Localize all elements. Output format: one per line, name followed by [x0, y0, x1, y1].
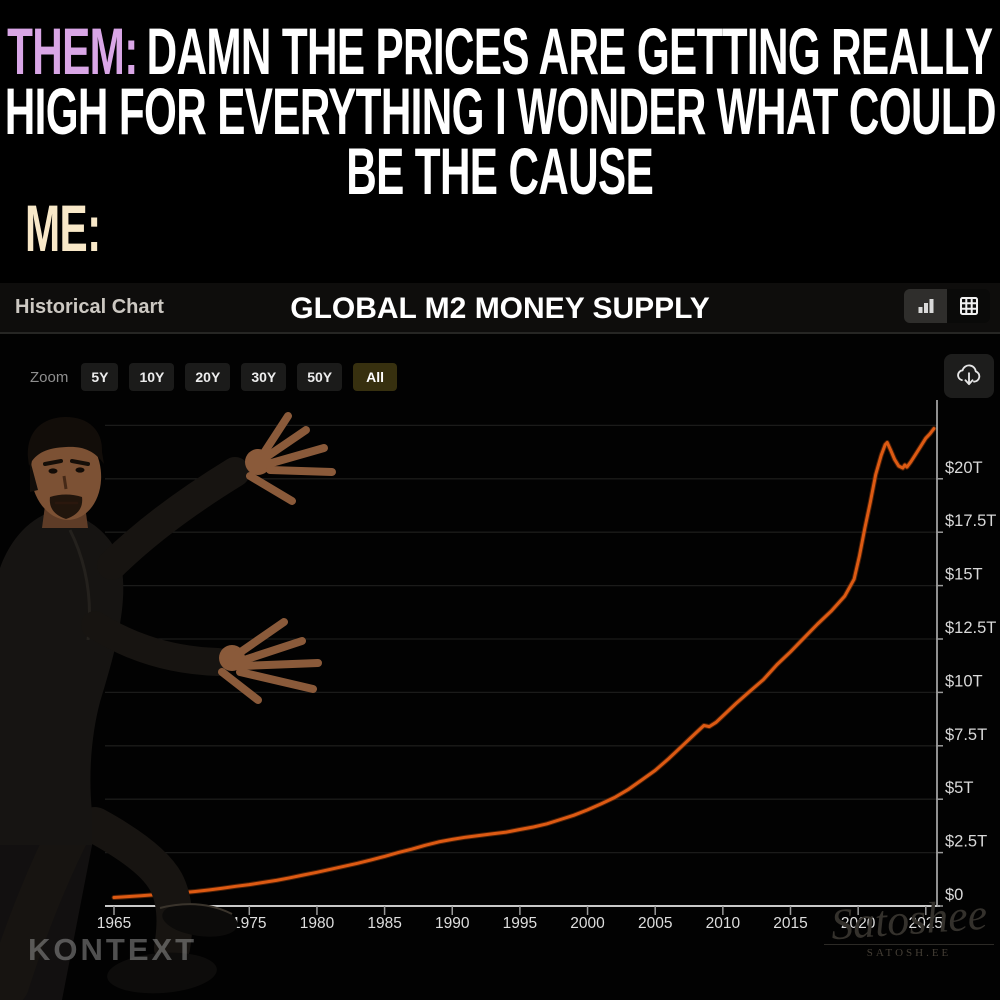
x-axis-label: 2020 — [841, 915, 876, 932]
zoom-label: Zoom — [30, 368, 69, 386]
face — [30, 428, 102, 520]
right-leg — [77, 807, 193, 966]
range-button-20y[interactable]: 20Y — [185, 363, 231, 391]
sideburn — [30, 460, 38, 492]
meme-line-1: THEM: DAMN THE PRICES ARE GETTING REALLY — [7, 18, 993, 84]
lower-hand — [218, 618, 322, 704]
eye — [48, 468, 58, 474]
range-button-all[interactable]: All — [353, 363, 398, 391]
eyebrow — [43, 459, 63, 466]
x-axis-label: 1990 — [435, 915, 470, 932]
x-axis-label: 1980 — [300, 915, 335, 932]
x-axis-label: 2000 — [570, 915, 605, 932]
y-axis-label: $5T — [945, 779, 973, 797]
range-button-30y[interactable]: 30Y — [241, 363, 287, 391]
meme-line-2: HIGH FOR EVERYTHING I WONDER WHAT COULD — [4, 74, 996, 148]
meme-line-3: BE THE CAUSE — [346, 134, 654, 208]
eye — [75, 467, 85, 473]
y-axis-label: $17.5T — [945, 512, 996, 530]
download-button[interactable] — [944, 354, 994, 398]
raised-arm — [97, 457, 250, 580]
shoe — [162, 903, 238, 937]
cloud-download-icon — [957, 364, 981, 386]
me-label: ME: — [25, 191, 101, 265]
signature-script: Satoshee — [829, 889, 989, 950]
will-smith-tada-figure — [0, 412, 336, 1000]
chart-type-toggle — [904, 289, 990, 323]
range-button-50y[interactable]: 50Y — [297, 363, 343, 391]
goatee — [49, 494, 83, 519]
bar-chart-icon — [918, 299, 933, 313]
shoe-highlight — [159, 903, 233, 915]
chart-title: GLOBAL M2 MONEY SUPPLY — [290, 292, 710, 325]
x-axis-label: 1975 — [232, 915, 266, 932]
y-axis-label: $7.5T — [945, 726, 987, 744]
signature-caps: SATOSH.EE — [866, 947, 952, 959]
zoom-toolbar: Zoom 5Y 10Y 20Y 30Y 50Y All — [30, 363, 398, 391]
x-axis-label: 2015 — [773, 915, 807, 932]
eyebrow — [70, 459, 90, 466]
x-axis-label: 1995 — [503, 915, 537, 932]
kontext-watermark: KONTEXT — [28, 932, 198, 967]
historical-chart-label: Historical Chart — [15, 296, 164, 318]
raised-hand — [245, 412, 336, 505]
y-axis-label: $20T — [945, 459, 983, 477]
y-axis-label: $12.5T — [945, 619, 996, 637]
hair — [27, 417, 104, 466]
range-button-5y[interactable]: 5Y — [81, 363, 119, 391]
m2-series-line — [112, 427, 936, 899]
meme-text-block: THEM: DAMN THE PRICES ARE GETTING REALLY … — [0, 18, 1000, 208]
y-axis-label: $2.5T — [945, 833, 987, 851]
them-label: THEM: — [7, 14, 138, 88]
x-axis-label: 1985 — [367, 915, 401, 932]
table-view-button[interactable] — [947, 289, 990, 323]
lower-arm — [81, 611, 232, 676]
nose — [62, 475, 68, 490]
y-axis-label: $10T — [945, 672, 983, 690]
artist-signature: Satoshee SATOSH.EE — [824, 890, 994, 959]
shoe — [107, 952, 217, 994]
y-axis-label: $15T — [945, 566, 983, 584]
bar-chart-icon-button[interactable] — [904, 289, 947, 323]
meme-line-1-text: DAMN THE PRICES ARE GETTING REALLY — [146, 14, 993, 88]
suit-torso — [0, 510, 124, 845]
x-axis-label: 1965 — [97, 915, 131, 932]
y-axis-label: $0 — [945, 886, 963, 904]
x-axis-label: 2025 — [909, 915, 943, 932]
x-axis-label: 2005 — [638, 915, 672, 932]
x-axis-label: 2010 — [706, 915, 741, 932]
chart-header-bar: Historical Chart GLOBAL M2 MONEY SUPPLY — [0, 283, 1000, 334]
left-leg — [0, 809, 91, 1000]
meme-caption-area: THEM: DAMN THE PRICES ARE GETTING REALLY … — [0, 0, 1000, 283]
range-button-10y[interactable]: 10Y — [129, 363, 175, 391]
table-grid-icon — [959, 297, 978, 315]
signature-divider — [824, 944, 994, 945]
